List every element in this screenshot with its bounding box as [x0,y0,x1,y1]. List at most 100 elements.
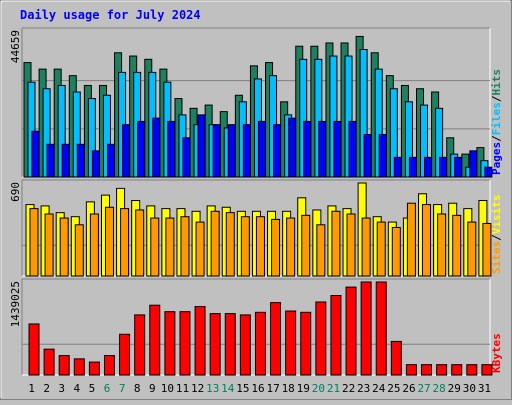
bar-kbytes-day-13 [209,313,221,376]
bar-kbytes-day-29 [451,364,463,376]
x-tick-label-day-16: 16 [251,382,264,395]
bar-sites-day-22 [346,213,356,277]
x-tick-label-day-25: 25 [387,382,400,395]
bar-kbytes-day-19 [300,311,312,376]
bar-kbytes-day-28 [436,364,448,376]
right-legend-label: / [490,135,503,142]
bar-pages-day-5 [91,150,100,178]
x-tick-label-day-18: 18 [282,382,295,395]
bar-pages-day-31 [484,166,493,178]
chart-panels: 44659Pages/Files/Hits690Sites/Visits1439… [9,27,503,376]
x-tick-label-day-19: 19 [297,382,310,395]
right-legend: Pages/Files/Hits [490,69,503,175]
bar-kbytes-day-15 [239,314,251,376]
x-tick-label-day-15: 15 [236,382,249,395]
x-tick-label-day-11: 11 [176,382,189,395]
bar-kbytes-day-18 [285,310,297,376]
bar-sites-day-26 [406,202,416,277]
right-legend-label: KBytes [490,333,503,373]
bar-sites-day-3 [59,217,69,277]
bar-kbytes-day-23 [360,281,372,376]
bar-kbytes-day-6 [103,355,115,376]
bar-pages-day-7 [122,124,131,178]
x-tick-label-day-22: 22 [342,382,355,395]
bar-pages-day-6 [106,143,115,178]
x-tick-label-day-27: 27 [417,382,430,395]
bar-pages-day-14 [227,124,236,178]
bar-pages-day-16 [257,120,266,178]
series-sites [29,202,492,277]
x-tick-label-day-29: 29 [448,382,461,395]
right-legend-label: / [490,95,503,102]
bar-pages-day-3 [61,143,70,178]
x-tick-label-day-5: 5 [89,382,96,395]
bar-pages-day-21 [333,120,342,178]
bar-kbytes-day-25 [390,340,402,376]
bar-sites-day-9 [150,217,160,277]
x-tick-label-day-9: 9 [149,382,156,395]
bar-kbytes-day-27 [421,364,433,376]
bar-pages-day-19 [303,120,312,178]
right-legend-label: / [490,234,503,241]
bar-sites-day-5 [89,213,99,277]
bar-pages-day-29 [454,156,463,178]
bar-pages-day-1 [31,130,40,178]
bar-sites-day-30 [467,221,477,277]
bar-kbytes-day-5 [88,361,100,376]
x-tick-label-day-3: 3 [58,382,65,395]
bar-sites-day-2 [44,213,54,277]
bar-kbytes-day-20 [315,301,327,376]
bar-sites-day-13 [210,210,220,277]
chart-title: Daily usage for July 2024 [20,8,201,22]
y-axis-max-label: 690 [9,182,22,202]
bar-sites-day-29 [452,214,462,277]
x-tick-label-day-26: 26 [402,382,415,395]
x-tick-label-day-24: 24 [372,382,386,395]
bar-pages-day-20 [318,120,327,178]
bar-pages-day-12 [197,114,206,178]
x-tick-label-day-6: 6 [104,382,111,395]
bar-kbytes-day-14 [224,313,236,376]
right-legend-label: Hits [490,69,503,96]
bar-kbytes-day-30 [466,364,478,376]
bar-kbytes-day-4 [73,358,85,376]
bar-kbytes-day-31 [481,364,493,376]
bar-sites-day-12 [195,221,205,277]
bar-sites-day-10 [165,217,175,277]
right-legend-label: Files [490,102,503,135]
x-tick-label-day-21: 21 [327,382,340,395]
bar-kbytes-day-9 [149,304,161,376]
bar-sites-day-1 [29,208,39,277]
bar-sites-day-25 [391,226,401,277]
x-tick-label-day-13: 13 [206,382,219,395]
bar-sites-day-4 [74,224,84,277]
x-tick-label-day-23: 23 [357,382,370,395]
bar-sites-day-8 [135,209,145,277]
bar-pages-day-8 [137,120,146,178]
bar-pages-day-23 [363,134,372,178]
bar-pages-day-13 [212,124,221,178]
bar-sites-day-28 [437,213,447,277]
x-axis-tick-labels: 1 2 3 4 5 6 7 8 9 10 11 12 13 14 15 16 17 18 19 20 21 22 23 24 2… [28,382,491,395]
right-legend-label: Visits [490,195,503,235]
x-tick-label-day-20: 20 [312,382,325,395]
x-tick-label-day-10: 10 [161,382,174,395]
series-kbytes [28,281,493,376]
panel-visits-sites: 690 Sites/Visits [9,179,503,277]
bar-kbytes-day-7 [119,333,131,376]
panel-kbytes: 1439025 KBytes [9,278,503,376]
bar-kbytes-day-21 [330,295,342,376]
right-legend-label: Pages [490,142,503,175]
bar-sites-day-19 [301,214,311,277]
x-tick-label-day-14: 14 [221,382,235,395]
bar-kbytes-day-16 [254,311,266,376]
bar-pages-day-10 [167,120,176,178]
x-tick-label-day-2: 2 [43,382,50,395]
bar-sites-day-6 [104,206,114,277]
bar-sites-day-14 [225,212,235,277]
bar-sites-day-20 [316,224,326,277]
bar-pages-day-25 [393,156,402,178]
x-tick-label-day-17: 17 [266,382,279,395]
